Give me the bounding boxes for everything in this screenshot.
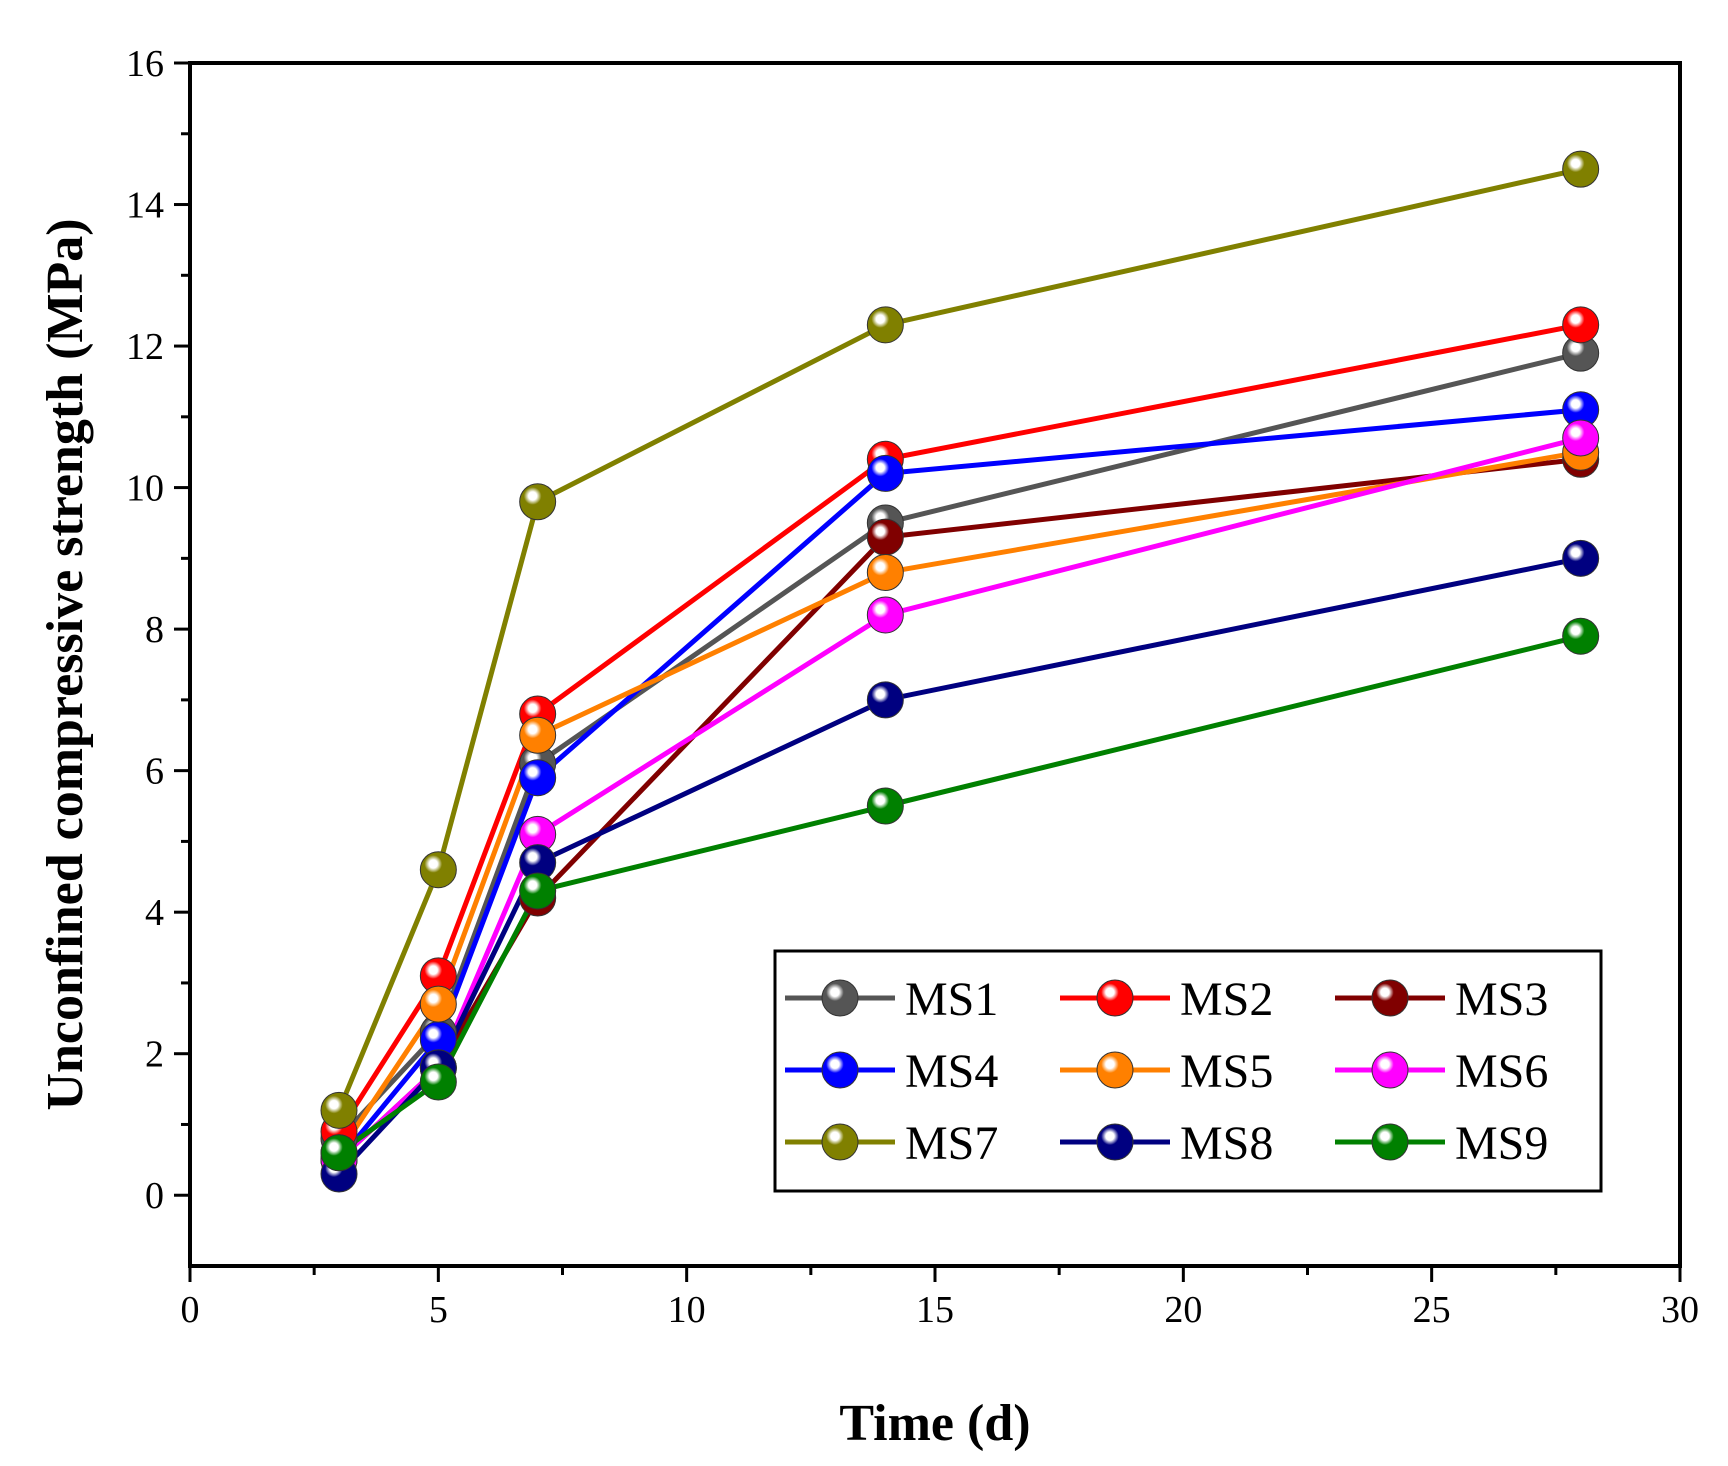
x-tick-label: 25 <box>1413 1289 1451 1331</box>
legend-marker-ms9 <box>1371 1123 1409 1161</box>
legend-marker-ms5 <box>1096 1051 1134 1089</box>
data-point-ms8 <box>866 681 904 719</box>
legend-label-ms3: MS3 <box>1455 973 1548 1026</box>
legend-marker-ms6 <box>1371 1051 1409 1089</box>
legend-marker-ms3 <box>1371 979 1409 1017</box>
legend-label-ms2: MS2 <box>1180 973 1273 1026</box>
legend-marker-ms1 <box>821 979 859 1017</box>
axis-ticks: 0 5 10 15 20 25 30 0 2 4 6 8 10 12 14 16 <box>126 43 1699 1331</box>
y-tick-label: 14 <box>126 185 164 227</box>
data-point-ms6 <box>1562 419 1600 457</box>
legend-label-ms1: MS1 <box>905 973 998 1026</box>
data-point-ms7 <box>1562 150 1600 188</box>
data-point-ms7 <box>866 306 904 344</box>
y-tick-label: 2 <box>145 1034 164 1076</box>
data-point-ms6 <box>866 596 904 634</box>
data-point-ms9 <box>1562 617 1600 655</box>
data-point-ms5 <box>866 554 904 592</box>
data-point-ms5 <box>519 716 557 754</box>
y-tick-label: 12 <box>126 326 164 368</box>
data-point-ms4 <box>519 759 557 797</box>
data-point-ms9 <box>419 1063 457 1101</box>
legend-label-ms6: MS6 <box>1455 1045 1548 1098</box>
legend-marker-ms4 <box>821 1051 859 1089</box>
x-tick-label: 0 <box>181 1289 200 1331</box>
data-point-ms7 <box>320 1091 358 1129</box>
data-point-ms3 <box>866 518 904 556</box>
y-tick-label: 6 <box>145 751 164 793</box>
data-point-ms9 <box>519 872 557 910</box>
data-point-ms2 <box>1562 306 1600 344</box>
legend-label-ms5: MS5 <box>1180 1045 1273 1098</box>
y-tick-label: 8 <box>145 609 164 651</box>
data-point-ms4 <box>866 454 904 492</box>
series-markers <box>320 150 1600 1193</box>
data-point-ms8 <box>1562 539 1600 577</box>
legend-label-ms8: MS8 <box>1180 1117 1273 1170</box>
legend-marker-ms8 <box>1096 1123 1134 1161</box>
x-tick-label: 15 <box>916 1289 954 1331</box>
legend-box <box>773 949 1603 1193</box>
y-tick-label: 16 <box>126 43 164 85</box>
y-axis-title: Unconfined compressive strength (MPa) <box>37 218 94 1110</box>
legend-label-ms4: MS4 <box>905 1045 998 1098</box>
x-tick-label: 5 <box>429 1289 448 1331</box>
y-tick-label: 0 <box>145 1175 164 1217</box>
data-point-ms5 <box>419 985 457 1023</box>
legend-marker-ms7 <box>821 1123 859 1161</box>
data-point-ms9 <box>866 787 904 825</box>
y-tick-label: 4 <box>145 892 164 934</box>
data-point-ms7 <box>419 851 457 889</box>
x-tick-label: 10 <box>668 1289 706 1331</box>
data-point-ms9 <box>320 1134 358 1172</box>
x-tick-label: 30 <box>1661 1289 1699 1331</box>
y-tick-label: 10 <box>126 468 164 510</box>
legend-label-ms7: MS7 <box>905 1117 998 1170</box>
x-tick-label: 20 <box>1164 1289 1202 1331</box>
legend-label-ms9: MS9 <box>1455 1117 1548 1170</box>
data-point-ms7 <box>519 483 557 521</box>
x-axis-title: Time (d) <box>839 1395 1030 1452</box>
legend: MS1 MS2 MS3 MS4 MS5 MS6 MS7 MS8 MS9 <box>773 949 1603 1193</box>
legend-marker-ms2 <box>1096 979 1134 1017</box>
